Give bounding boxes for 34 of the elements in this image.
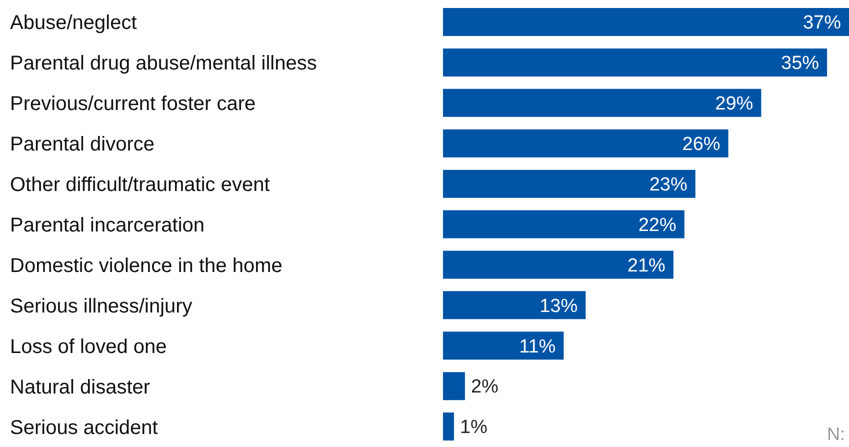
y-tick-label: Abuse/neglect (10, 12, 138, 34)
y-tick-label: Serious accident (10, 416, 158, 439)
y-tick-label: Parental drug abuse/mental illness (10, 52, 317, 75)
bar (443, 372, 465, 400)
data-label: 2% (470, 376, 499, 398)
y-tick-label: Parental incarceration (10, 214, 205, 236)
bar (443, 250, 674, 279)
y-tick-label: Previous/current foster care (10, 93, 256, 116)
bar (443, 170, 696, 198)
data-label: 22% (638, 214, 677, 236)
y-tick-label: Parental divorce (10, 134, 155, 156)
bar (443, 48, 828, 76)
data-label: 23% (649, 174, 688, 196)
data-label: 26% (682, 134, 720, 156)
y-tick-label: Loss of loved one (10, 336, 167, 358)
y-tick-label: Natural disaster (10, 376, 150, 398)
annotation: N: (827, 424, 845, 445)
data-label: 35% (781, 53, 820, 74)
bar (443, 8, 849, 36)
bar (443, 88, 762, 117)
data-label: 21% (627, 255, 666, 276)
bar (443, 129, 728, 158)
y-tick-label: Serious illness/injury (10, 295, 192, 318)
bar (443, 210, 684, 238)
data-label: 29% (715, 94, 754, 115)
data-label: 1% (460, 417, 488, 438)
bar (443, 332, 564, 360)
data-label: 13% (540, 296, 578, 317)
bar (443, 291, 586, 320)
bar (443, 412, 454, 441)
data-label: 37% (802, 12, 842, 34)
y-tick-label: Domestic violence in the home (10, 254, 282, 277)
y-tick-label: Other difficult/traumatic event (10, 174, 270, 196)
data-label: 11% (519, 336, 556, 358)
